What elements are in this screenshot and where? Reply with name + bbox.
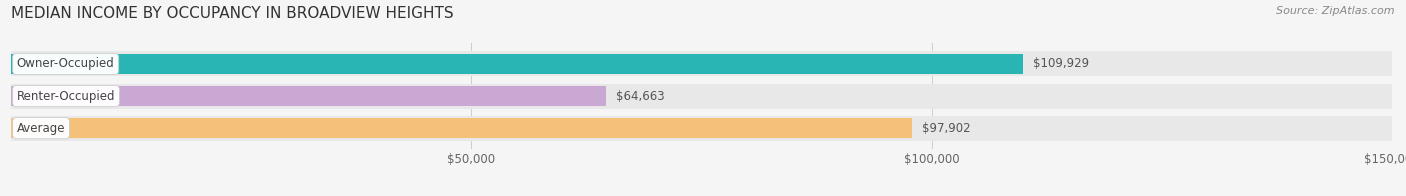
Text: Owner-Occupied: Owner-Occupied — [17, 57, 114, 71]
Bar — [11, 83, 1392, 109]
Bar — [11, 52, 1392, 76]
Text: MEDIAN INCOME BY OCCUPANCY IN BROADVIEW HEIGHTS: MEDIAN INCOME BY OCCUPANCY IN BROADVIEW … — [11, 6, 454, 21]
Bar — [11, 86, 606, 106]
Text: $64,663: $64,663 — [616, 90, 665, 103]
Text: $97,902: $97,902 — [922, 122, 970, 135]
Bar — [11, 119, 912, 138]
Text: $109,929: $109,929 — [1033, 57, 1088, 71]
Bar — [11, 116, 1392, 141]
Text: Renter-Occupied: Renter-Occupied — [17, 90, 115, 103]
Text: Average: Average — [17, 122, 65, 135]
Text: Source: ZipAtlas.com: Source: ZipAtlas.com — [1277, 6, 1395, 16]
Bar — [11, 54, 1024, 74]
